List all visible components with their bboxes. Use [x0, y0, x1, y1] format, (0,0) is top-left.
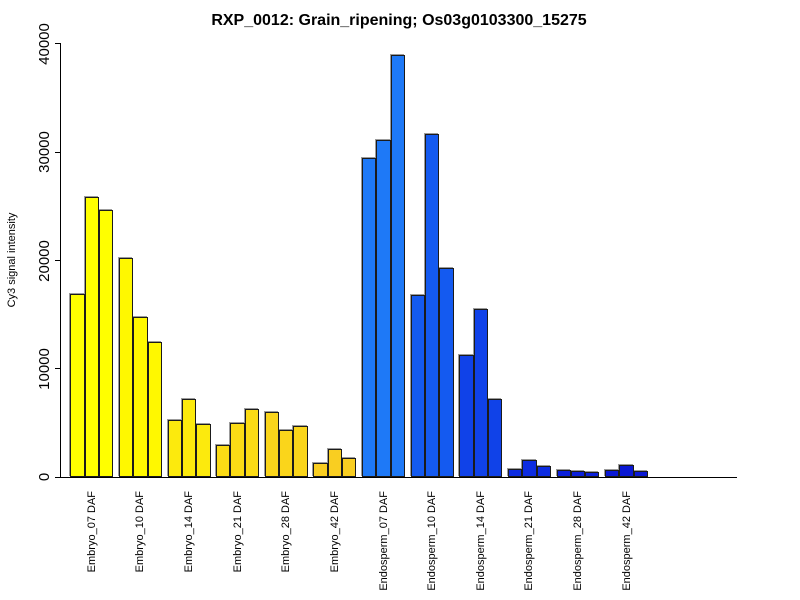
bar	[376, 140, 391, 478]
y-axis-tick	[54, 43, 61, 45]
bar	[167, 419, 182, 478]
bar	[342, 457, 357, 478]
x-category-label: Endosperm_14 DAF	[474, 491, 487, 591]
bar	[605, 469, 620, 478]
bar	[279, 429, 294, 478]
y-axis-tick	[54, 260, 61, 261]
x-category-label: Embryo_42 DAF	[328, 491, 341, 573]
y-tick-label: 10000	[36, 348, 53, 390]
bar	[293, 426, 308, 478]
bar	[84, 196, 99, 478]
bar	[487, 399, 503, 478]
bar	[390, 54, 405, 478]
x-category-label: Endosperm_28 DAF	[571, 491, 584, 591]
y-tick-label: 40000	[36, 22, 53, 65]
bar	[313, 463, 328, 478]
x-category-label: Endosperm_07 DAF	[377, 491, 390, 591]
y-tick-label: 20000	[36, 239, 53, 282]
bar	[507, 468, 523, 478]
bar	[264, 412, 280, 478]
bar	[424, 133, 440, 478]
bar	[230, 423, 245, 478]
x-axis-line	[60, 477, 737, 478]
y-axis-line	[60, 43, 61, 478]
bar	[118, 258, 134, 478]
chart-title: RXP_0012: Grain_ripening; Os03g0103300_1…	[211, 12, 587, 29]
y-axis-tick	[54, 476, 61, 478]
bar	[570, 470, 586, 478]
bar	[633, 470, 649, 478]
x-category-label: Endosperm_21 DAF	[523, 491, 536, 591]
bar	[327, 449, 343, 478]
x-category-label: Embryo_10 DAF	[134, 491, 147, 573]
bar	[70, 294, 85, 478]
y-axis-tick	[54, 151, 61, 153]
x-category-label: Endosperm_10 DAF	[426, 491, 439, 591]
bar	[181, 399, 197, 478]
bar	[473, 309, 488, 478]
x-category-label: Endosperm_42 DAF	[620, 491, 633, 591]
bar	[216, 444, 231, 478]
bar	[147, 341, 162, 478]
bar	[585, 471, 600, 478]
x-category-label: Embryo_14 DAF	[183, 491, 196, 573]
bar	[362, 157, 377, 478]
bar	[244, 409, 260, 478]
x-category-label: Embryo_28 DAF	[280, 491, 293, 573]
bar	[98, 209, 114, 478]
bar	[439, 268, 454, 478]
y-axis-label: Cy3 signal intensity	[6, 212, 18, 308]
x-category-label: Embryo_07 DAF	[85, 491, 98, 573]
bar	[556, 469, 571, 478]
bar	[522, 459, 537, 478]
bar	[133, 316, 148, 478]
bar	[536, 466, 551, 478]
x-category-label: Embryo_21 DAF	[231, 491, 244, 573]
bar	[410, 295, 425, 478]
bar	[459, 354, 474, 478]
y-tick-label: 0	[36, 473, 53, 482]
y-tick-label: 30000	[36, 131, 53, 173]
bar	[196, 424, 211, 478]
bar	[619, 465, 634, 478]
y-axis-tick	[54, 368, 61, 370]
